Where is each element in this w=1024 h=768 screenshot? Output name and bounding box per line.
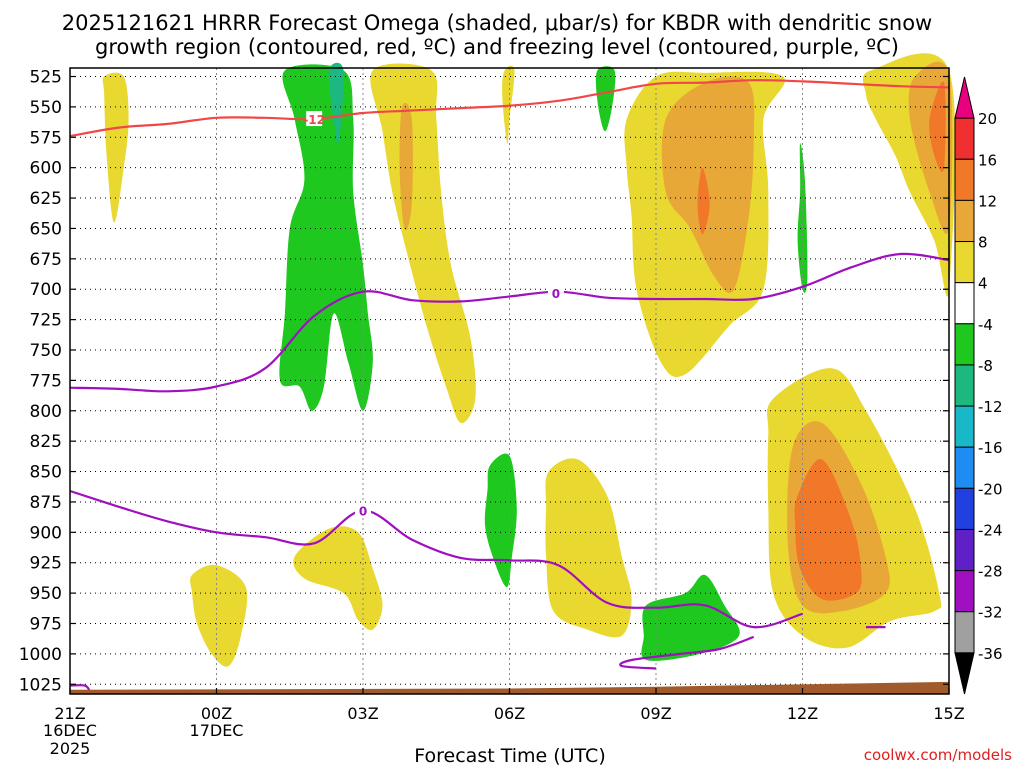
y-tick-label: 950 bbox=[30, 584, 62, 604]
y-axis: 525 550 575 600 625 650 675 700 725 750 775 800 825 8… bbox=[19, 68, 949, 695]
colorbar-label: -8 bbox=[978, 357, 993, 375]
colorbar-label: -36 bbox=[978, 645, 1003, 663]
colorbar-label: 8 bbox=[978, 234, 988, 252]
contour-lines: -12 0 0 bbox=[69, 79, 950, 692]
y-tick-label: 600 bbox=[30, 159, 62, 179]
colorbar-segment bbox=[954, 528, 975, 572]
omega-region-positive_weak bbox=[102, 72, 129, 223]
colorbar-label: -16 bbox=[978, 439, 1003, 457]
colorbar-segment bbox=[954, 570, 975, 613]
x-tick-label: 09Z bbox=[640, 704, 671, 723]
colorbar-label: -4 bbox=[978, 316, 993, 334]
y-tick-label: 550 bbox=[30, 98, 62, 118]
x-tick-label: 21Z bbox=[54, 704, 85, 723]
colorbar: 20 16 12 8 4 -4 -8 -12 -16 -20 -24 -28 -32 -36 bbox=[954, 76, 1003, 695]
freezing-contour-label: 0 bbox=[359, 504, 367, 518]
colorbar-label: -20 bbox=[978, 480, 1003, 498]
y-tick-label: 1025 bbox=[19, 675, 62, 695]
colorbar-label: -24 bbox=[978, 521, 1003, 539]
grid-lines bbox=[70, 68, 949, 694]
colorbar-segment bbox=[954, 241, 975, 284]
colorbar-top-arrow bbox=[954, 76, 975, 119]
omega-region-negative_weak bbox=[279, 64, 373, 411]
dgz-contour-line bbox=[69, 79, 950, 138]
y-tick-label: 775 bbox=[30, 371, 62, 391]
omega-region-negative_weak bbox=[484, 453, 517, 588]
y-tick-label: 650 bbox=[30, 219, 62, 239]
dgz-contour-label-bg bbox=[306, 111, 323, 127]
y-tick-label: 925 bbox=[30, 554, 62, 574]
colorbar-segment bbox=[954, 199, 975, 243]
terrain-surface bbox=[70, 681, 949, 694]
freezing-level-surface-line bbox=[619, 635, 755, 670]
y-tick-label: 800 bbox=[30, 402, 62, 422]
colorbar-segment bbox=[954, 282, 975, 325]
colorbar-segment bbox=[954, 487, 975, 530]
y-tick-label: 825 bbox=[30, 432, 62, 452]
colorbar-segment bbox=[954, 323, 975, 366]
colorbar-label: -32 bbox=[978, 604, 1003, 622]
x-tick-year: 2025 bbox=[50, 739, 91, 758]
omega-region-negative_weak bbox=[595, 66, 616, 132]
y-tick-label: 625 bbox=[30, 189, 62, 209]
omega-region-positive_mod bbox=[399, 102, 413, 231]
colorbar-segment bbox=[954, 446, 975, 489]
freezing-contour-label: 0 bbox=[552, 287, 560, 301]
x-tick-label: 06Z bbox=[494, 704, 525, 723]
terrain bbox=[70, 681, 949, 694]
omega-region-positive_weak bbox=[190, 564, 248, 667]
y-tick-label: 675 bbox=[30, 250, 62, 270]
colorbar-segment bbox=[954, 611, 975, 654]
colorbar-segment bbox=[954, 117, 975, 160]
omega-region-positive_mod bbox=[661, 76, 755, 294]
omega-region-positive_weak bbox=[293, 526, 383, 631]
freezing-level-upper-line bbox=[69, 252, 950, 393]
colorbar-label: 20 bbox=[978, 110, 997, 128]
x-tick-label: 03Z bbox=[347, 704, 378, 723]
dgz-contour-label: -12 bbox=[303, 113, 325, 127]
credit-text: coolwx.com/models bbox=[864, 746, 1012, 764]
freezing-contour-label-bg bbox=[547, 284, 564, 300]
chart-title-line1: 2025121621 HRRR Forecast Omega (shaded, … bbox=[62, 11, 932, 35]
omega-region-negative_mod bbox=[328, 62, 344, 146]
omega-region-positive_weak bbox=[370, 63, 476, 424]
y-tick-label: 900 bbox=[30, 523, 62, 543]
x-axis-label: Forecast Time (UTC) bbox=[414, 745, 605, 767]
x-tick-label: 15Z bbox=[933, 704, 964, 723]
colorbar-label: 16 bbox=[978, 151, 997, 169]
x-tick-label: 00Z bbox=[201, 704, 232, 723]
chart-title-line2: growth region (contoured, red, ºC) and f… bbox=[95, 35, 899, 59]
colorbar-label: 12 bbox=[978, 192, 997, 210]
y-tick-label: 525 bbox=[30, 68, 62, 88]
omega-region-negative_weak bbox=[641, 574, 740, 661]
freezing-contour-label-bg bbox=[355, 502, 371, 518]
x-tick-date: 16DEC bbox=[43, 721, 97, 740]
x-tick-label: 12Z bbox=[787, 704, 818, 723]
omega-region-positive_strong bbox=[794, 459, 862, 601]
omega-region-positive_strong bbox=[697, 167, 710, 235]
colorbar-label: -28 bbox=[978, 563, 1003, 581]
y-tick-label: 1000 bbox=[19, 645, 62, 665]
y-tick-label: 875 bbox=[30, 493, 62, 513]
y-tick-label: 750 bbox=[30, 341, 62, 361]
y-tick-label: 850 bbox=[30, 463, 62, 483]
colorbar-segment bbox=[954, 364, 975, 407]
colorbar-bottom-arrow bbox=[954, 652, 975, 695]
colorbar-label: -12 bbox=[978, 398, 1003, 416]
omega-shading bbox=[102, 53, 956, 667]
y-tick-label: 575 bbox=[30, 128, 62, 148]
y-tick-label: 700 bbox=[30, 280, 62, 300]
x-tick-date: 17DEC bbox=[190, 721, 244, 740]
colorbar-segment bbox=[954, 158, 975, 201]
freezing-level-lower-line bbox=[69, 489, 803, 629]
colorbar-label: 4 bbox=[978, 275, 988, 293]
y-tick-label: 725 bbox=[30, 311, 62, 331]
y-tick-label: 975 bbox=[30, 614, 62, 634]
freezing-level-left-fragment bbox=[69, 684, 91, 692]
omega-region-positive_strong bbox=[929, 81, 946, 173]
colorbar-segment bbox=[954, 405, 975, 448]
